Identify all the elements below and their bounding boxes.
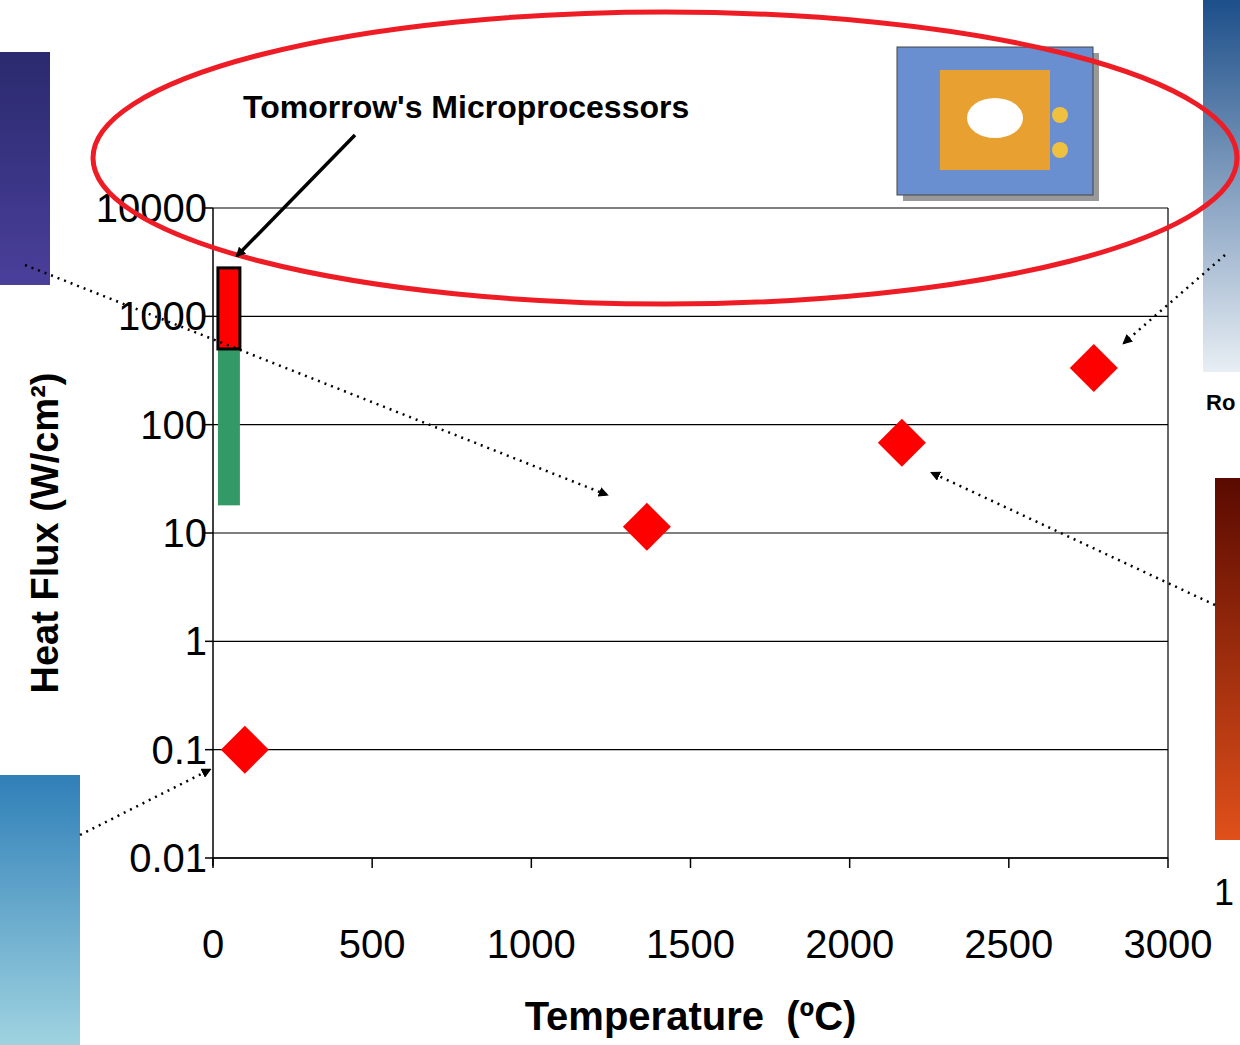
x-tick bbox=[531, 858, 533, 868]
x-tick-label: 2000 bbox=[805, 922, 894, 966]
annotation: Tomorrow's Microprocessors bbox=[243, 89, 689, 125]
x-tick-label: 3000 bbox=[1124, 922, 1213, 966]
range-bar bbox=[218, 268, 240, 349]
scatter-point bbox=[623, 503, 671, 551]
scatter-point bbox=[878, 419, 926, 467]
grid-line bbox=[213, 207, 1168, 208]
highlight-ellipse bbox=[93, 12, 1237, 304]
y-tick-label: 0.1 bbox=[151, 728, 207, 772]
photo-detail bbox=[1052, 142, 1068, 158]
annotation: Ro bbox=[1206, 390, 1235, 415]
frame bbox=[1167, 208, 1168, 858]
y-tick-label: 0.01 bbox=[129, 836, 207, 880]
marks bbox=[218, 268, 1118, 774]
photo-detail bbox=[940, 70, 1050, 170]
x-tick bbox=[690, 858, 692, 868]
photo bbox=[0, 775, 80, 1045]
x-tick-label: 0 bbox=[202, 922, 224, 966]
leader-line bbox=[1124, 255, 1225, 343]
photo bbox=[1215, 478, 1240, 840]
grid-line bbox=[213, 532, 1168, 533]
y-tick-label: 1 bbox=[185, 619, 207, 663]
x-tick bbox=[371, 858, 373, 868]
y-tick-label: 10 bbox=[163, 511, 208, 555]
scatter-point bbox=[221, 726, 269, 774]
photo bbox=[0, 52, 50, 285]
photo bbox=[897, 47, 1093, 195]
leader-line bbox=[80, 770, 210, 835]
x-tick-label: 2500 bbox=[964, 922, 1053, 966]
y-axis-title: Heat Flux (W/cm²) bbox=[24, 373, 66, 694]
y-tick-label: 1000 bbox=[118, 294, 207, 338]
grid-line bbox=[213, 316, 1168, 317]
x-axis-title: Temperature (ºC) bbox=[525, 994, 857, 1038]
scatter-point bbox=[1070, 344, 1118, 392]
x-tick bbox=[212, 858, 214, 868]
photo-detail bbox=[1052, 107, 1068, 123]
leader-line bbox=[932, 473, 1215, 605]
x-tick bbox=[1008, 858, 1010, 868]
grid-line bbox=[213, 749, 1168, 750]
y-tick-label: 100 bbox=[140, 403, 207, 447]
range-bar bbox=[218, 349, 240, 505]
x-tick-label: 1500 bbox=[646, 922, 735, 966]
annotation: 1 bbox=[1214, 872, 1234, 913]
photo bbox=[1203, 0, 1240, 372]
x-tick-label: 1000 bbox=[487, 922, 576, 966]
photo-detail bbox=[967, 98, 1023, 138]
x-tick bbox=[1167, 858, 1169, 868]
annotation-arrow bbox=[237, 135, 355, 256]
x-tick bbox=[849, 858, 851, 868]
x-tick-label: 500 bbox=[339, 922, 406, 966]
y-axis bbox=[212, 208, 214, 866]
grid-line bbox=[213, 641, 1168, 642]
grid-line bbox=[213, 424, 1168, 425]
